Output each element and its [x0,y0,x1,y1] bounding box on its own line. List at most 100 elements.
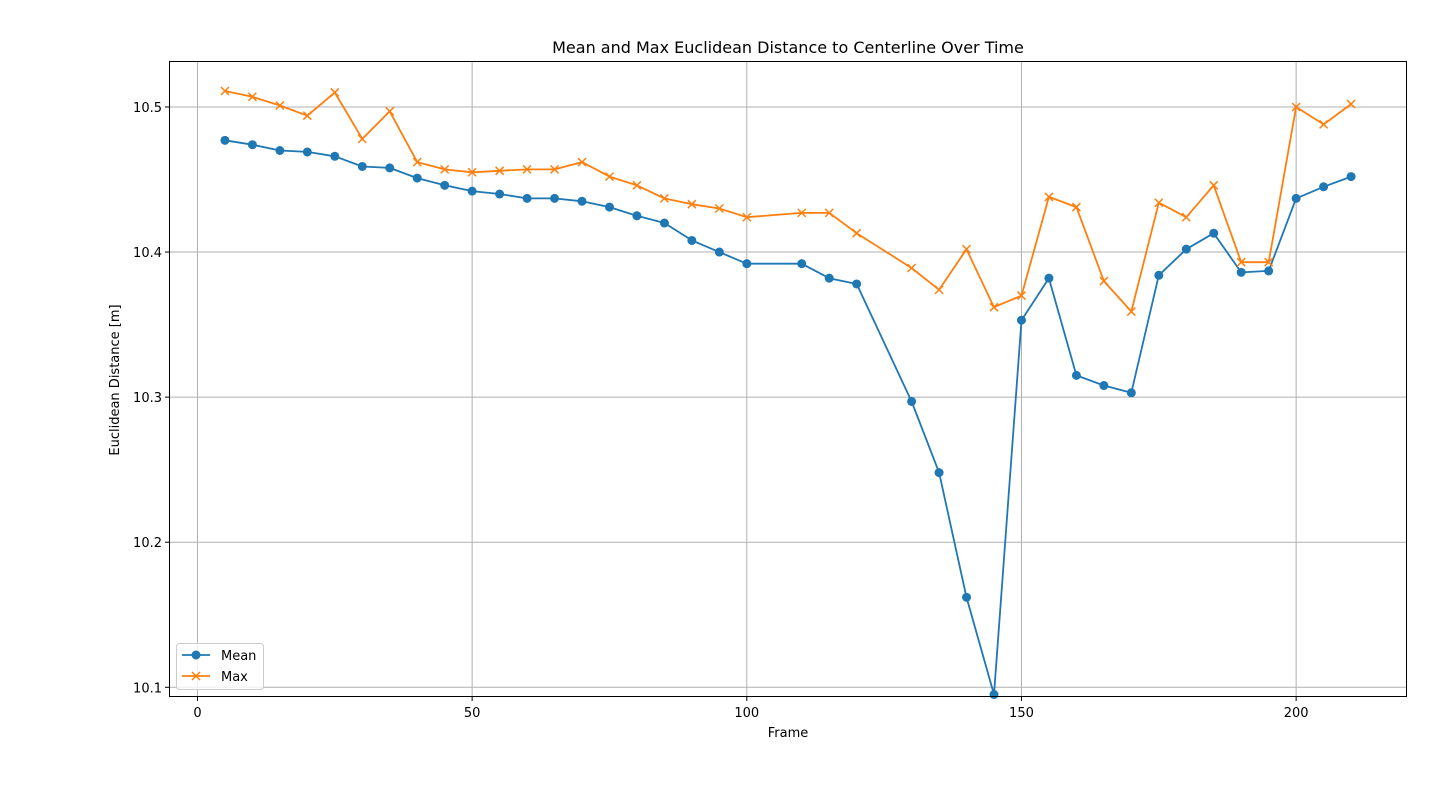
mean-point [797,259,807,269]
max-point [604,172,614,182]
chart-title: Mean and Max Euclidean Distance to Cente… [552,38,1024,57]
mean-series [220,135,1356,700]
max-point [1209,180,1219,190]
x-tick-label: 200 [1284,706,1309,721]
x-axis-label: Frame [768,726,809,741]
mean-point [659,218,669,228]
mean-point [357,161,367,171]
plot-frame [169,61,1407,697]
legend-max-marker [191,671,201,681]
mean-point [1236,267,1246,277]
mean-point [687,235,697,245]
mean-point [714,247,724,257]
mean-point [330,151,340,161]
mean-point [495,189,505,199]
mean-point [1154,270,1164,280]
mean-point [247,140,257,150]
x-tick-label: 100 [734,706,759,721]
max-point [632,180,642,190]
legend-mean-marker [191,650,201,660]
legend-mean-label: Mean [221,649,256,664]
max-point [989,302,999,312]
mean-point [275,145,285,155]
x-tick-label: 50 [464,706,481,721]
max-point [220,86,230,96]
legend: Mean Max [176,643,264,690]
max-point [440,164,450,174]
mean-point [220,135,230,145]
max-point [797,208,807,218]
mean-point [1071,370,1081,380]
max-point [1346,99,1356,109]
max-line [224,90,1352,313]
mean-point [934,468,944,478]
max-point [1319,119,1329,129]
max-point [412,157,422,167]
series-group [220,86,1356,700]
mean-line [224,139,1352,696]
max-point [1099,276,1109,286]
max-point [1154,198,1164,208]
max-point [824,208,834,218]
mean-point [1264,266,1274,276]
grid [170,62,1406,696]
max-series [220,86,1356,317]
max-point [934,285,944,295]
mean-point [852,279,862,289]
max-point [467,167,477,177]
max-point [1071,202,1081,212]
ticks: 0 50 100 150 200 10.1 10.2 10.3 10.4 10.5 [133,101,1309,721]
max-point [275,100,285,111]
mean-point [522,193,532,203]
max-point [907,263,917,273]
max-point [385,106,395,116]
mean-point [467,186,477,196]
mean-point [1291,193,1301,203]
max-point [962,244,972,254]
max-point [1291,102,1301,112]
mean-point [1319,182,1329,192]
mean-point [962,592,972,602]
max-point [1126,307,1136,317]
mean-point [385,163,395,173]
max-point [1181,212,1191,222]
mean-point [632,211,642,221]
mean-point [302,147,312,157]
max-point [742,212,752,222]
mean-point [412,173,422,183]
max-point [550,164,560,174]
y-tick-label: 10.5 [133,101,162,116]
x-tick-label: 0 [193,706,201,721]
mean-point [1099,381,1109,391]
x-tick-label: 150 [1009,706,1034,721]
mean-point [440,180,450,190]
max-point [1236,257,1246,267]
mean-point [1044,273,1054,283]
mean-point [1016,315,1026,325]
mean-point [1126,388,1136,398]
max-point [330,87,340,97]
mean-point [1346,172,1356,182]
mean-point [742,259,752,269]
max-point [1044,192,1054,202]
mean-point [550,193,560,203]
max-point [852,228,862,238]
max-point [687,199,697,209]
mean-point [577,196,587,206]
y-tick-label: 10.4 [133,246,162,261]
max-point [495,166,505,176]
y-axis-label: Euclidean Distance [m] [108,304,123,455]
mean-point [604,202,614,212]
y-tick-label: 10.3 [133,391,162,406]
max-point [1264,257,1274,267]
max-point [522,164,532,174]
mean-point [824,273,834,283]
max-point [659,193,669,203]
legend-max-label: Max [221,670,248,685]
max-point [302,111,312,121]
mean-point [907,396,917,406]
max-point [247,92,257,102]
mean-point [1209,228,1219,238]
max-point [357,134,367,144]
